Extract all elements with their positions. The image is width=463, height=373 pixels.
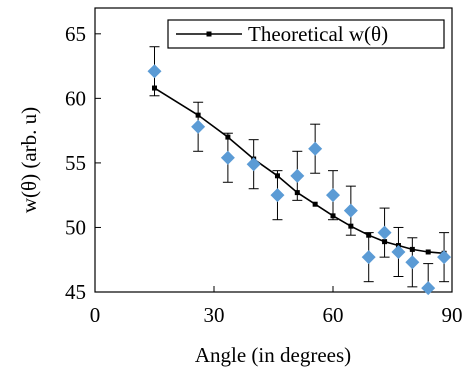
measured-point <box>405 255 420 270</box>
x-tick-label: 90 <box>442 303 463 327</box>
x-tick-label: 0 <box>90 303 101 327</box>
measured-point <box>191 119 206 134</box>
measured-point <box>343 203 358 218</box>
measured-point <box>290 168 305 183</box>
legend-layer: Theoretical w(θ) <box>167 19 445 49</box>
y-axis-title: w(θ) (arb. u) <box>17 107 41 213</box>
measured-series-layer <box>147 46 452 296</box>
y-tick-label: 45 <box>65 280 86 304</box>
measured-point <box>246 157 261 172</box>
theory-series-layer <box>152 85 447 256</box>
y-tick-label: 60 <box>65 86 86 110</box>
legend-marker-swatch <box>206 31 212 37</box>
y-tick-label: 50 <box>65 215 86 239</box>
measured-point <box>421 281 436 296</box>
measured-point <box>377 225 392 240</box>
x-axis-title: Angle (in degrees) <box>195 343 351 367</box>
measured-point <box>220 150 235 165</box>
x-tick-label: 60 <box>323 303 344 327</box>
plot-frame-layer <box>94 7 453 293</box>
x-tick-label: 30 <box>204 303 225 327</box>
measured-point <box>391 244 406 259</box>
y-tick-label: 55 <box>65 151 86 175</box>
measured-point <box>437 250 452 265</box>
legend-label: Theoretical w(θ) <box>248 22 388 46</box>
theory-point <box>312 201 318 207</box>
y-tick-label: 65 <box>65 22 86 46</box>
measured-point <box>147 64 162 79</box>
measured-point <box>308 141 323 156</box>
theory-point <box>425 249 431 255</box>
ticks-layer: 0 30 60 90 45 50 55 60 65 <box>65 22 463 327</box>
measured-point <box>361 250 376 265</box>
measured-point <box>270 188 285 203</box>
measured-point <box>326 188 340 203</box>
plot-frame <box>94 7 453 293</box>
